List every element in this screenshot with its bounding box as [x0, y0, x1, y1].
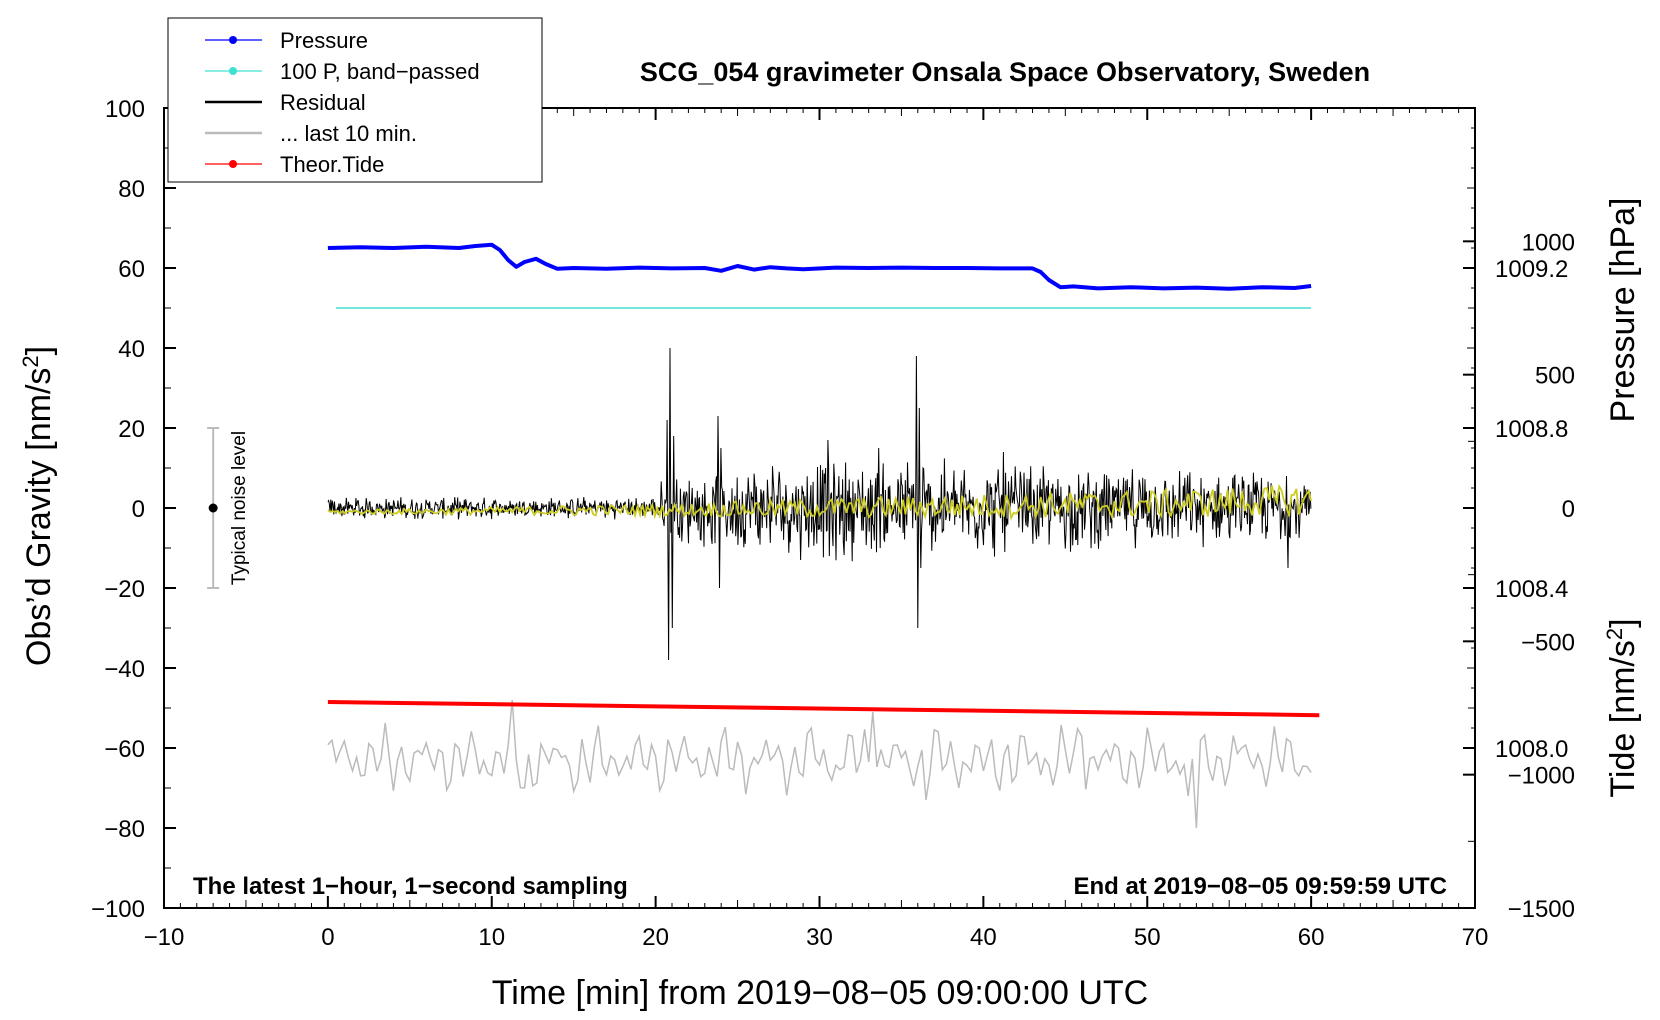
x-tick-label: 20: [642, 924, 669, 951]
legend-entries: Pressure 100 P, band−passed Residual ... la…: [205, 28, 480, 177]
series-line-theor-tide: [327, 700, 1320, 718]
y-tick-label: 80: [118, 176, 145, 203]
x-tick-label: 40: [970, 924, 997, 951]
series-line-residual: [327, 347, 1312, 661]
y-tick-label: 20: [118, 416, 145, 443]
ticks-layer: −10 0 10 20 30 40 50 60 70100806040200−20−40−60−…: [91, 96, 1575, 951]
noise-indicator: Typical noise level: [207, 427, 250, 589]
series-line-last-10-min: [327, 699, 1312, 829]
tide-tick-label: −1000: [1508, 763, 1575, 790]
pressure-tick-label: 1008.8: [1495, 416, 1568, 443]
tide-tick-label: −1500: [1508, 896, 1575, 923]
legend: Pressure 100 P, band−passed Residual ... la…: [167, 17, 543, 183]
pressure-tick-label: 1009.2: [1495, 256, 1568, 283]
legend-label: Residual: [280, 90, 366, 115]
series-layer: [327, 242, 1320, 829]
y-axis-title-tide: Tide [nm/s2]: [1602, 618, 1642, 797]
y-axis-title-tide-superscript: 2: [1602, 628, 1627, 640]
y-tick-label: 100: [105, 96, 145, 123]
x-tick-label: −10: [144, 924, 185, 951]
noise-label: Typical noise level: [229, 431, 250, 585]
y-axis-title-left: Obs’d Gravity [nm/s2]: [18, 346, 58, 666]
x-tick-label: 10: [478, 924, 505, 951]
pressure-tick-label: 1008.4: [1495, 576, 1568, 603]
tide-tick-label: 1000: [1522, 229, 1575, 256]
legend-marker: [229, 67, 237, 75]
x-tick-label: 50: [1134, 924, 1161, 951]
y-tick-label: 40: [118, 336, 145, 363]
footnote-left: The latest 1−hour, 1−second sampling: [193, 873, 628, 900]
series-line-pressure: [327, 242, 1312, 291]
x-tick-label: 70: [1462, 924, 1489, 951]
noise-center-dot: [208, 503, 218, 513]
y-axis-title-left-superscript: 2: [18, 355, 43, 367]
legend-label: ... last 10 min.: [280, 121, 417, 146]
x-axis-title: Time [min] from 2019−08−05 09:00:00 UTC: [492, 974, 1148, 1012]
x-tick-label: 60: [1298, 924, 1325, 951]
y-tick-label: −80: [104, 816, 145, 843]
footnote-right: End at 2019−08−05 09:59:59 UTC: [1073, 873, 1447, 900]
legend-marker: [229, 160, 237, 168]
series-line-residual-smoothed: [327, 483, 1312, 521]
legend-label: 100 P, band−passed: [280, 59, 480, 84]
x-tick-label: 30: [806, 924, 833, 951]
tide-tick-label: 0: [1562, 496, 1575, 523]
y-tick-label: −60: [104, 736, 145, 763]
x-tick-label: 0: [321, 924, 334, 951]
y-tick-label: 60: [118, 256, 145, 283]
tide-tick-label: −500: [1521, 629, 1575, 656]
pressure-tick-label: 1008.0: [1495, 736, 1568, 763]
legend-label: Pressure: [280, 28, 368, 53]
y-tick-label: −40: [104, 656, 145, 683]
y-tick-label: −20: [104, 576, 145, 603]
legend-box: [167, 17, 543, 183]
tide-tick-label: 500: [1535, 363, 1575, 390]
y-axis-title-pressure: Pressure [hPa]: [1604, 198, 1642, 423]
legend-marker: [229, 36, 237, 44]
y-tick-label: −100: [91, 896, 145, 923]
legend-label: Theor.Tide: [280, 152, 384, 177]
y-tick-label: 0: [132, 496, 145, 523]
chart-title: SCG_054 gravimeter Onsala Space Observat…: [640, 57, 1370, 87]
